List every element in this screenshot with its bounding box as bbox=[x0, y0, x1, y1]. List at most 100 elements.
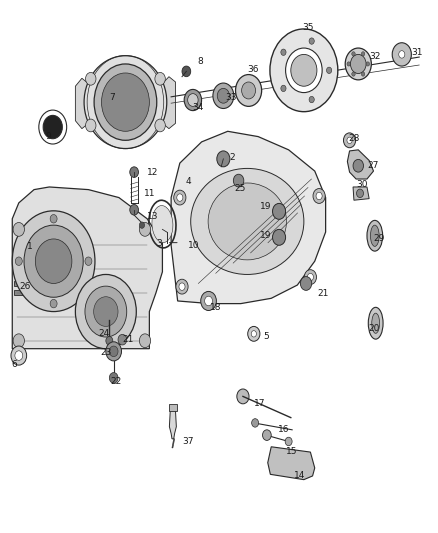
Circle shape bbox=[316, 192, 322, 200]
Circle shape bbox=[12, 211, 95, 312]
Ellipse shape bbox=[152, 206, 173, 243]
Polygon shape bbox=[75, 78, 88, 128]
Text: 14: 14 bbox=[294, 471, 305, 480]
Circle shape bbox=[13, 222, 25, 236]
Polygon shape bbox=[396, 46, 408, 63]
Circle shape bbox=[118, 334, 127, 345]
Text: 30: 30 bbox=[356, 180, 367, 189]
Circle shape bbox=[176, 279, 188, 294]
Circle shape bbox=[300, 277, 312, 290]
Text: 7: 7 bbox=[110, 93, 115, 102]
Text: 17: 17 bbox=[254, 399, 266, 408]
Circle shape bbox=[251, 330, 256, 337]
Text: 35: 35 bbox=[303, 23, 314, 33]
Circle shape bbox=[353, 159, 364, 172]
Circle shape bbox=[75, 274, 136, 349]
Polygon shape bbox=[113, 138, 138, 144]
Text: 2: 2 bbox=[229, 154, 235, 163]
Circle shape bbox=[130, 167, 138, 177]
Circle shape bbox=[352, 72, 355, 76]
Circle shape bbox=[85, 257, 92, 265]
Text: 13: 13 bbox=[147, 212, 159, 221]
Ellipse shape bbox=[371, 225, 379, 246]
Circle shape bbox=[102, 73, 149, 131]
Polygon shape bbox=[268, 447, 315, 480]
Circle shape bbox=[213, 83, 234, 109]
Circle shape bbox=[217, 151, 230, 167]
Polygon shape bbox=[14, 290, 30, 295]
Circle shape bbox=[24, 225, 83, 297]
Text: 27: 27 bbox=[368, 161, 379, 170]
Circle shape bbox=[309, 38, 314, 44]
Circle shape bbox=[326, 67, 332, 74]
Circle shape bbox=[352, 52, 355, 56]
Text: 9: 9 bbox=[46, 132, 51, 141]
Circle shape bbox=[285, 437, 292, 446]
Circle shape bbox=[177, 194, 183, 201]
Circle shape bbox=[307, 273, 314, 281]
Circle shape bbox=[85, 119, 96, 132]
Circle shape bbox=[15, 351, 23, 360]
Ellipse shape bbox=[367, 220, 383, 251]
Circle shape bbox=[110, 346, 118, 357]
Circle shape bbox=[106, 336, 113, 345]
Text: 6: 6 bbox=[11, 360, 18, 369]
Circle shape bbox=[252, 419, 258, 427]
Circle shape bbox=[205, 296, 212, 306]
Text: 37: 37 bbox=[182, 437, 194, 446]
Ellipse shape bbox=[84, 56, 167, 149]
Circle shape bbox=[139, 222, 145, 228]
Circle shape bbox=[35, 239, 72, 284]
Text: 18: 18 bbox=[210, 303, 221, 312]
Polygon shape bbox=[14, 281, 31, 286]
Ellipse shape bbox=[372, 313, 380, 333]
Text: 21: 21 bbox=[317, 288, 328, 297]
Circle shape bbox=[155, 72, 165, 85]
Polygon shape bbox=[353, 187, 369, 200]
Text: 15: 15 bbox=[286, 447, 298, 456]
Circle shape bbox=[361, 52, 365, 56]
Circle shape bbox=[11, 346, 27, 365]
Polygon shape bbox=[162, 77, 176, 128]
Circle shape bbox=[85, 286, 127, 337]
Circle shape bbox=[350, 54, 366, 74]
Circle shape bbox=[15, 257, 22, 265]
Circle shape bbox=[139, 222, 151, 236]
Circle shape bbox=[399, 51, 405, 58]
Text: 28: 28 bbox=[348, 134, 360, 143]
Text: 36: 36 bbox=[247, 64, 259, 74]
Circle shape bbox=[237, 389, 249, 404]
Text: 11: 11 bbox=[144, 189, 155, 198]
Circle shape bbox=[248, 326, 260, 341]
Text: 22: 22 bbox=[111, 377, 122, 386]
Ellipse shape bbox=[368, 308, 383, 339]
Circle shape bbox=[201, 292, 216, 311]
Ellipse shape bbox=[208, 183, 286, 260]
Circle shape bbox=[262, 430, 271, 440]
Text: 24: 24 bbox=[98, 329, 110, 338]
Text: 16: 16 bbox=[278, 425, 289, 434]
Circle shape bbox=[242, 82, 255, 99]
Polygon shape bbox=[170, 411, 177, 439]
Circle shape bbox=[217, 88, 230, 103]
Polygon shape bbox=[169, 405, 177, 411]
Text: 34: 34 bbox=[192, 103, 204, 112]
Circle shape bbox=[291, 54, 317, 86]
Circle shape bbox=[304, 270, 317, 285]
Circle shape bbox=[184, 90, 201, 111]
Circle shape bbox=[106, 342, 121, 361]
Circle shape bbox=[130, 205, 138, 215]
Circle shape bbox=[155, 119, 165, 132]
Text: 33: 33 bbox=[226, 93, 237, 102]
Circle shape bbox=[50, 215, 57, 223]
Circle shape bbox=[347, 62, 350, 66]
Circle shape bbox=[347, 137, 352, 143]
Circle shape bbox=[94, 64, 157, 140]
Circle shape bbox=[139, 334, 151, 348]
Circle shape bbox=[233, 174, 244, 187]
Text: 21: 21 bbox=[123, 335, 134, 344]
Circle shape bbox=[236, 75, 261, 107]
Polygon shape bbox=[171, 131, 325, 304]
Circle shape bbox=[187, 94, 198, 107]
Circle shape bbox=[43, 115, 62, 139]
